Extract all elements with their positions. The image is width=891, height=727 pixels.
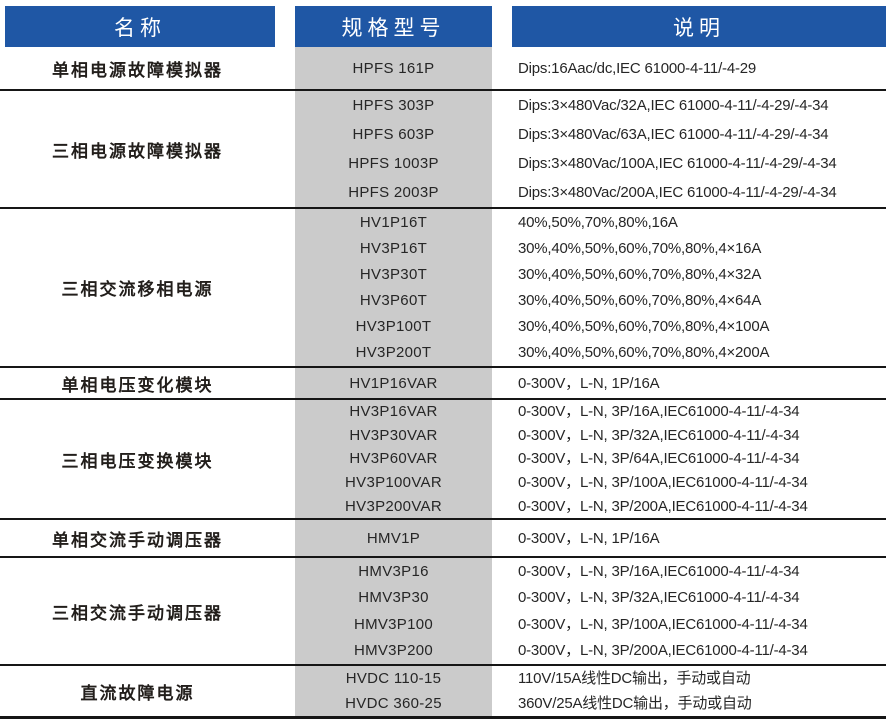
product-group-row: 单相交流手动调压器 HMV1P 0-300V，L-N, 1P/16A: [0, 520, 886, 558]
model-number: HVDC 110-15: [345, 670, 442, 687]
model-list-cell: HPFS 303P HPFS 603P HPFS 1003P HPFS 2003P: [295, 91, 492, 207]
product-group-row: 三相电压变换模块 HV3P16VAR HV3P30VAR HV3P60VAR HV3P…: [0, 400, 886, 520]
model-list-cell: HV1P16T HV3P16T HV3P30T HV3P60T HV3P100T HV3P…: [295, 209, 492, 366]
column-header-model: 规格型号: [295, 6, 492, 47]
column-header-name: 名称: [5, 6, 275, 47]
description-list-cell: 0-300V，L-N, 3P/16A,IEC61000-4-11/-4-34 0-…: [512, 558, 886, 664]
description-list-cell: 40%,50%,70%,80%,16A 30%,40%,50%,60%,70%,8…: [512, 209, 886, 366]
model-description: 0-300V，L-N, 1P/16A: [518, 529, 660, 547]
model-description: 30%,40%,50%,60%,70%,80%,4×16A: [518, 239, 762, 257]
model-description: 0-300V，L-N, 3P/32A,IEC61000-4-11/-4-34: [518, 426, 800, 444]
description-list-cell: 110V/15A线性DC输出，手动或自动 360V/25A线性DC输出，手动或自动: [512, 666, 886, 716]
product-name-cell: 单相电压变化模块: [61, 375, 214, 395]
model-description: 110V/15A线性DC输出，手动或自动: [518, 670, 751, 687]
model-number: HV3P16T: [359, 239, 428, 257]
product-name-cell: 单相电源故障模拟器: [52, 60, 223, 80]
model-number: HPFS 303P: [352, 97, 435, 114]
model-description: 0-300V，L-N, 3P/100A,IEC61000-4-11/-4-34: [518, 474, 808, 492]
product-group-row: 单相电源故障模拟器 HPFS 161P Dips:16Aac/dc,IEC 61…: [0, 47, 886, 91]
model-list-cell: HV1P16VAR: [295, 368, 492, 398]
model-number: HMV3P30: [358, 589, 429, 607]
model-list-cell: HMV1P: [295, 520, 492, 556]
model-description: 0-300V，L-N, 3P/200A,IEC61000-4-11/-4-34: [518, 497, 808, 515]
model-number: HPFS 1003P: [348, 155, 439, 172]
description-list-cell: 0-300V，L-N, 1P/16A: [512, 368, 886, 398]
model-number: HV3P30T: [359, 265, 428, 283]
model-number: HMV1P: [366, 529, 421, 547]
model-description: 360V/25A线性DC输出，手动或自动: [518, 695, 752, 712]
product-name-cell: 三相交流移相电源: [61, 280, 214, 299]
description-list-cell: Dips:16Aac/dc,IEC 61000-4-11/-4-29: [512, 47, 886, 89]
model-description: 0-300V，L-N, 3P/200A,IEC61000-4-11/-4-34: [518, 642, 808, 660]
model-description: Dips:3×480Vac/63A,IEC 61000-4-11/-4-29/-…: [518, 126, 829, 143]
model-number: HPFS 2003P: [348, 184, 439, 201]
model-list-cell: HPFS 161P: [295, 47, 492, 89]
model-list-cell: HVDC 110-15 HVDC 360-25: [295, 666, 492, 716]
model-number: HMV3P16: [358, 562, 429, 580]
product-name-cell: 单相交流手动调压器: [52, 530, 223, 550]
model-description: 0-300V，L-N, 3P/64A,IEC61000-4-11/-4-34: [518, 450, 800, 468]
model-description: 30%,40%,50%,60%,70%,80%,4×100A: [518, 318, 770, 336]
model-description: 0-300V，L-N, 3P/16A,IEC61000-4-11/-4-34: [518, 403, 800, 421]
product-group-row: 直流故障电源 HVDC 110-15 HVDC 360-25 110V/15A线性…: [0, 666, 886, 719]
product-name-cell: 三相交流手动调压器: [52, 603, 223, 623]
model-description: Dips:3×480Vac/32A,IEC 61000-4-11/-4-29/-…: [518, 97, 829, 114]
model-column-background: [295, 47, 492, 719]
product-group-row: 单相电压变化模块 HV1P16VAR 0-300V，L-N, 1P/16A: [0, 368, 886, 400]
model-description: Dips:3×480Vac/100A,IEC 61000-4-11/-4-29/…: [518, 155, 837, 172]
model-number: HV3P200VAR: [345, 497, 442, 515]
product-name-cell: 直流故障电源: [80, 683, 195, 703]
model-number: HMV3P200: [353, 642, 434, 660]
model-number: HV3P100VAR: [345, 474, 442, 492]
product-group-row: 三相交流移相电源 HV1P16T HV3P16T HV3P30T HV3P60T HV3…: [0, 209, 886, 368]
model-number: HPFS 161P: [352, 59, 435, 77]
model-number: HV3P200T: [355, 344, 432, 362]
model-description: 40%,50%,70%,80%,16A: [518, 213, 678, 231]
model-number: HV3P100T: [355, 318, 432, 336]
table-body: 单相电源故障模拟器 HPFS 161P Dips:16Aac/dc,IEC 61…: [0, 47, 886, 719]
description-list-cell: 0-300V，L-N, 3P/16A,IEC61000-4-11/-4-34 0-…: [512, 400, 886, 518]
model-description: 30%,40%,50%,60%,70%,80%,4×200A: [518, 344, 770, 362]
column-header-desc: 说明: [512, 6, 886, 47]
model-number: HV1P16VAR: [349, 374, 438, 392]
model-description: Dips:3×480Vac/200A,IEC 61000-4-11/-4-29/…: [518, 184, 837, 201]
model-number: HV3P30VAR: [349, 426, 438, 444]
model-description: 30%,40%,50%,60%,70%,80%,4×64A: [518, 292, 762, 310]
model-list-cell: HMV3P16 HMV3P30 HMV3P100 HMV3P200: [295, 558, 492, 664]
model-description: 30%,40%,50%,60%,70%,80%,4×32A: [518, 265, 762, 283]
model-number: HV3P60VAR: [349, 450, 438, 468]
description-list-cell: Dips:3×480Vac/32A,IEC 61000-4-11/-4-29/-…: [512, 91, 886, 207]
product-name-cell: 三相电压变换模块: [61, 451, 214, 471]
model-description: 0-300V，L-N, 3P/100A,IEC61000-4-11/-4-34: [518, 615, 808, 633]
model-description: Dips:16Aac/dc,IEC 61000-4-11/-4-29: [518, 59, 757, 77]
model-number: HV3P60T: [359, 292, 428, 310]
model-list-cell: HV3P16VAR HV3P30VAR HV3P60VAR HV3P100VAR HV3…: [295, 400, 492, 518]
model-number: HMV3P100: [353, 615, 434, 633]
model-description: 0-300V，L-N, 3P/16A,IEC61000-4-11/-4-34: [518, 562, 800, 580]
product-group-row: 三相电源故障模拟器 HPFS 303P HPFS 603P HPFS 1003P HP…: [0, 91, 886, 209]
description-list-cell: 0-300V，L-N, 1P/16A: [512, 520, 886, 556]
model-number: HV3P16VAR: [349, 403, 438, 421]
model-description: 0-300V，L-N, 3P/32A,IEC61000-4-11/-4-34: [518, 589, 800, 607]
model-number: HV1P16T: [359, 213, 428, 231]
product-group-row: 三相交流手动调压器 HMV3P16 HMV3P30 HMV3P100 HMV3P200…: [0, 558, 886, 666]
model-number: HPFS 603P: [352, 126, 435, 143]
model-description: 0-300V，L-N, 1P/16A: [518, 374, 660, 392]
model-number: HVDC 360-25: [345, 695, 442, 712]
product-name-cell: 三相电源故障模拟器: [52, 141, 223, 161]
